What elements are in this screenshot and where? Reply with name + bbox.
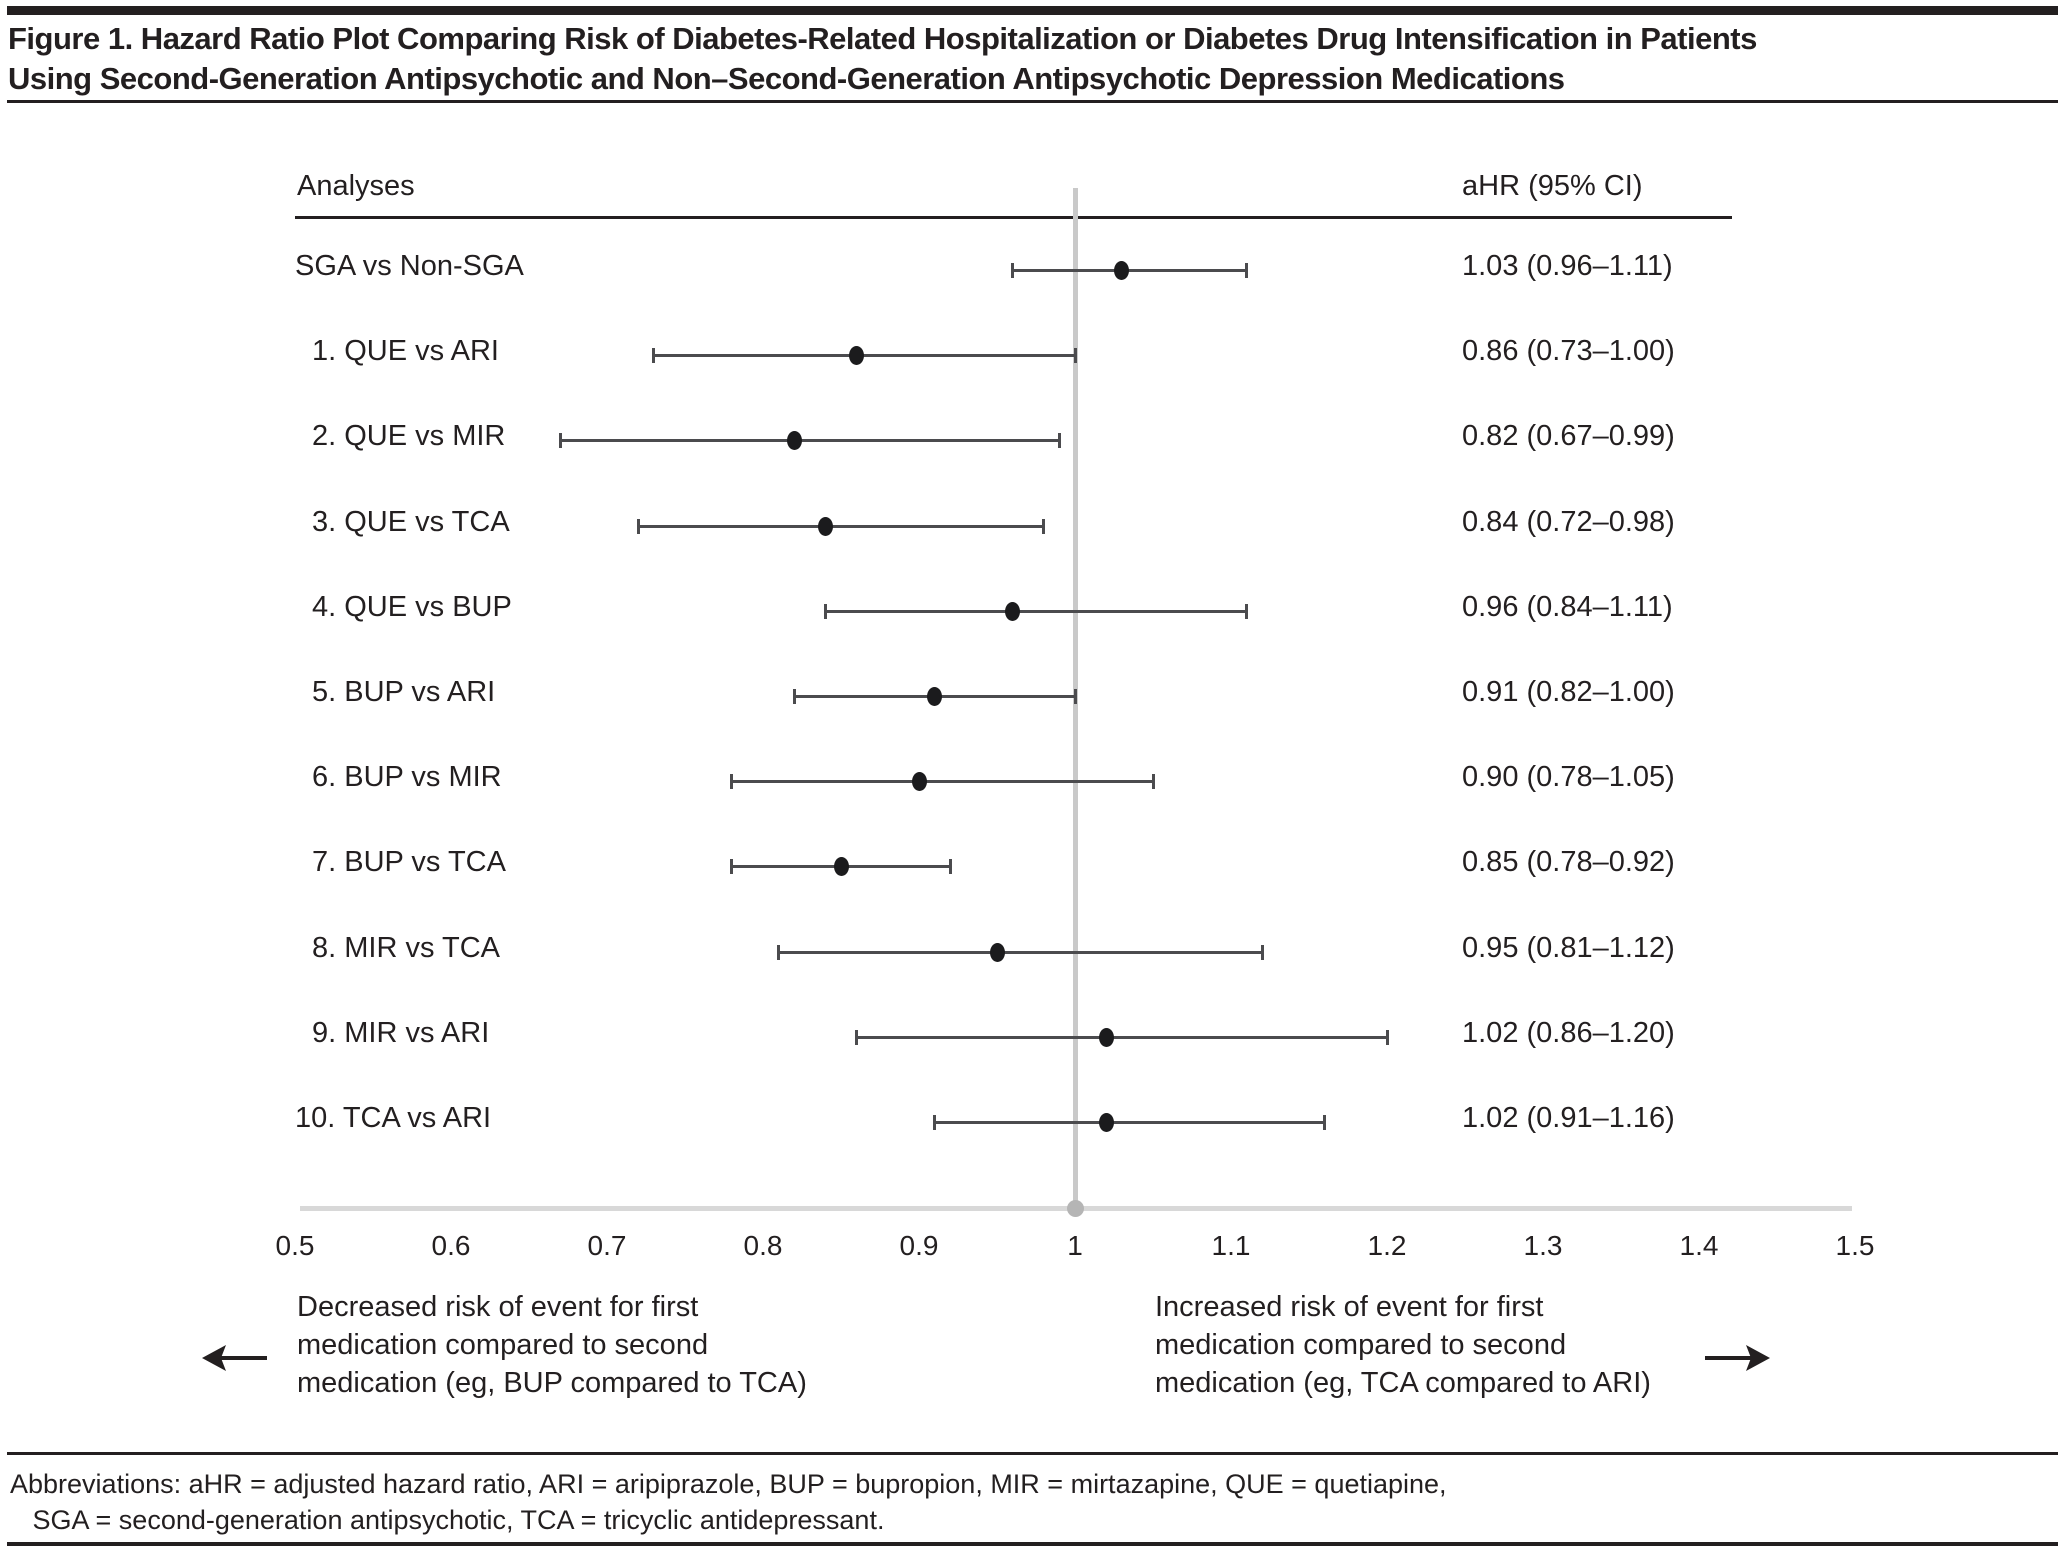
point-estimate-marker xyxy=(786,431,802,450)
forest-row-label: 7. BUP vs TCA xyxy=(312,846,506,878)
ahr-value: 1.02 (0.91–1.16) xyxy=(1462,1102,1675,1134)
forest-row-label: 1. QUE vs ARI xyxy=(312,335,499,367)
ci-cap-right xyxy=(1073,689,1077,704)
x-tick-label: 1.3 xyxy=(1523,1230,1563,1261)
ahr-value: 0.84 (0.72–0.98) xyxy=(1462,506,1675,538)
ci-cap-right xyxy=(1323,1115,1327,1130)
ahr-value: 0.91 (0.82–1.00) xyxy=(1462,676,1675,708)
forest-row-label: 10. TCA vs ARI xyxy=(295,1102,492,1134)
forest-row-label: 4. QUE vs BUP xyxy=(312,591,512,623)
x-tick-label: 0.7 xyxy=(587,1230,627,1261)
x-tick-label: 0.8 xyxy=(743,1230,783,1261)
x-tick-label: 1.4 xyxy=(1679,1230,1719,1261)
ahr-value: 0.96 (0.84–1.11) xyxy=(1462,591,1673,623)
ci-cap-right xyxy=(1073,348,1077,363)
x-tick-label: 1.2 xyxy=(1367,1230,1407,1261)
ci-cap-left xyxy=(777,945,781,960)
point-estimate-marker xyxy=(927,687,943,706)
left-arrow-icon xyxy=(202,1345,267,1371)
point-estimate-marker xyxy=(1098,1113,1114,1132)
ci-cap-left xyxy=(823,604,827,619)
ci-cap-left xyxy=(1011,263,1015,278)
header-rule xyxy=(295,216,1732,219)
ci-cap-left xyxy=(652,348,656,363)
ahr-value: 0.95 (0.81–1.12) xyxy=(1462,932,1675,964)
ci-cap-left xyxy=(636,519,640,534)
forest-row-label: 9. MIR vs ARI xyxy=(312,1017,490,1049)
ahr-value: 0.86 (0.73–1.00) xyxy=(1462,335,1675,367)
point-estimate-marker xyxy=(911,772,927,791)
ci-cap-right xyxy=(1245,604,1249,619)
title-rule xyxy=(7,100,2058,103)
note-decreased-risk: Decreased risk of event for first medica… xyxy=(297,1291,807,1399)
footer-rule-top xyxy=(7,1452,2058,1455)
point-estimate-marker xyxy=(1005,602,1021,621)
ci-bar xyxy=(560,439,1060,442)
ci-cap-right xyxy=(1057,433,1061,448)
ci-bar xyxy=(638,525,1044,528)
ci-cap-right xyxy=(1245,263,1249,278)
right-arrow-icon xyxy=(1705,1345,1770,1371)
forest-row-label: 3. QUE vs TCA xyxy=(312,506,510,538)
x-tick-label: 1.1 xyxy=(1211,1230,1251,1261)
ci-cap-left xyxy=(855,1030,859,1045)
column-header-analyses: Analyses xyxy=(297,170,415,202)
ci-cap-right xyxy=(948,859,952,874)
x-tick-label: 0.9 xyxy=(899,1230,939,1261)
forest-row-label: 2. QUE vs MIR xyxy=(312,420,506,452)
point-estimate-marker xyxy=(989,943,1005,962)
x-tick-label: 0.5 xyxy=(275,1230,315,1261)
top-rule xyxy=(7,6,2058,15)
axis-origin-dot xyxy=(1066,1199,1084,1217)
forest-row-label: 5. BUP vs ARI xyxy=(312,676,496,708)
x-tick-label: 1.5 xyxy=(1835,1230,1875,1261)
ci-bar xyxy=(731,780,1153,783)
ci-cap-right xyxy=(1151,774,1155,789)
abbreviations-text: Abbreviations: aHR = adjusted hazard rat… xyxy=(10,1469,1447,1535)
point-estimate-marker xyxy=(1098,1028,1114,1047)
ci-bar xyxy=(778,951,1263,954)
ci-cap-left xyxy=(933,1115,937,1130)
x-tick-label: 1 xyxy=(1067,1230,1083,1261)
ci-cap-left xyxy=(792,689,796,704)
ci-cap-left xyxy=(558,433,562,448)
forest-row-label: 8. MIR vs TCA xyxy=(312,932,500,964)
point-estimate-marker xyxy=(817,517,833,536)
ci-bar xyxy=(653,354,1075,357)
point-estimate-marker xyxy=(833,857,849,876)
ci-bar xyxy=(934,1121,1325,1124)
ahr-value: 0.82 (0.67–0.99) xyxy=(1462,420,1675,452)
ci-cap-left xyxy=(730,774,734,789)
ahr-value: 0.85 (0.78–0.92) xyxy=(1462,846,1675,878)
ci-bar xyxy=(825,610,1247,613)
ci-cap-right xyxy=(1260,945,1264,960)
ci-bar xyxy=(1012,269,1247,272)
x-tick-label: 0.6 xyxy=(431,1230,471,1261)
footer-rule-bottom xyxy=(7,1542,2058,1546)
ci-bar xyxy=(856,1036,1387,1039)
ahr-value: 1.03 (0.96–1.11) xyxy=(1462,250,1673,282)
column-header-ahr: aHR (95% CI) xyxy=(1462,170,1643,202)
note-increased-risk: Increased risk of event for first medica… xyxy=(1155,1291,1651,1399)
forest-row-label: SGA vs Non-SGA xyxy=(295,250,524,282)
ci-cap-right xyxy=(1042,519,1046,534)
ci-cap-left xyxy=(730,859,734,874)
ahr-value: 0.90 (0.78–1.05) xyxy=(1462,761,1675,793)
point-estimate-marker xyxy=(849,346,865,365)
ci-cap-right xyxy=(1385,1030,1389,1045)
forest-row-label: 6. BUP vs MIR xyxy=(312,761,502,793)
ahr-value: 1.02 (0.86–1.20) xyxy=(1462,1017,1675,1049)
point-estimate-marker xyxy=(1114,261,1130,280)
figure-title: Figure 1. Hazard Ratio Plot Comparing Ri… xyxy=(8,21,1757,96)
